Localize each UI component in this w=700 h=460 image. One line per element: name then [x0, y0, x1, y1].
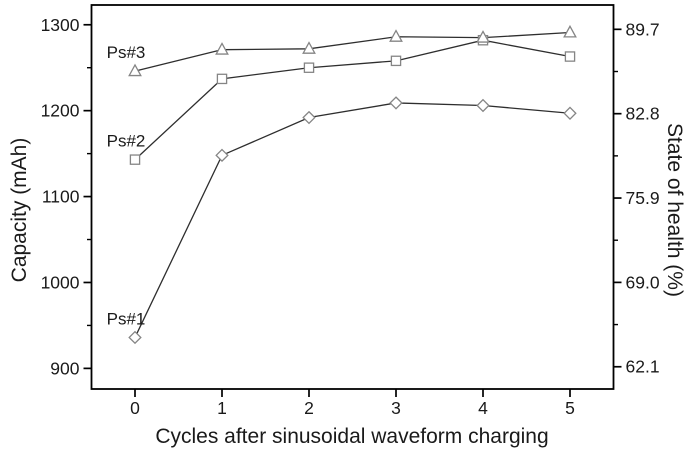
- x-axis-tick-label: 4: [478, 398, 488, 418]
- left-axis-tick-label: 1300: [41, 15, 80, 35]
- left-axis-title: Capacity (mAh): [8, 138, 31, 283]
- marker-triangle: [563, 24, 577, 38]
- marker-square: [564, 51, 576, 62]
- marker-diamond: [476, 98, 490, 113]
- marker-square: [129, 154, 141, 165]
- series-label-ps1: Ps#1: [107, 309, 146, 328]
- right-axis-title: State of health (%): [663, 123, 686, 297]
- marker-square: [216, 73, 228, 85]
- series-line-ps2: [134, 39, 571, 161]
- left-axis-tick-label: 1100: [42, 187, 80, 207]
- marker-triangle: [128, 63, 142, 77]
- x-axis-tick-label: 0: [130, 398, 140, 418]
- marker-diamond: [128, 330, 142, 345]
- chart-layer: 900 1000 1100 1200 1300 62.1 69.0 75.9 82.8 89.7 0…: [41, 4, 660, 418]
- marker-triangle: [302, 41, 316, 54]
- right-axis-tick-label: 89.7: [626, 19, 660, 39]
- right-axis-tick-label: 75.9: [626, 188, 660, 208]
- marker-triangle: [215, 42, 229, 55]
- series-label-ps2: Ps#2: [107, 132, 146, 151]
- series-line-ps3: [134, 31, 571, 72]
- series-label-ps3: Ps#3: [107, 43, 146, 62]
- marker-triangle: [389, 29, 403, 42]
- marker-diamond: [563, 106, 577, 120]
- marker-square: [390, 55, 402, 67]
- marker-diamond: [302, 110, 316, 125]
- right-axis-tick-label: 82.8: [626, 104, 660, 124]
- marker-diamond: [215, 148, 229, 163]
- x-axis-tick-label: 2: [304, 398, 314, 418]
- left-axis-tick-label: 1000: [41, 272, 80, 292]
- x-axis-tick-label: 1: [217, 398, 227, 418]
- marker-diamond: [389, 96, 403, 110]
- left-axis-tick-label: 1200: [41, 101, 80, 121]
- right-axis-tick-label: 69.0: [626, 272, 660, 292]
- x-axis-title: Cycles after sinusoidal waveform chargin…: [155, 425, 548, 448]
- marker-square: [303, 62, 315, 73]
- left-axis-tick-label: 900: [50, 358, 79, 378]
- series-line-ps1: [134, 102, 571, 338]
- right-axis-tick-label: 62.1: [626, 357, 660, 377]
- x-axis-tick-label: 3: [391, 398, 401, 418]
- marker-triangle: [476, 30, 490, 43]
- x-axis-tick-label: 5: [565, 398, 575, 418]
